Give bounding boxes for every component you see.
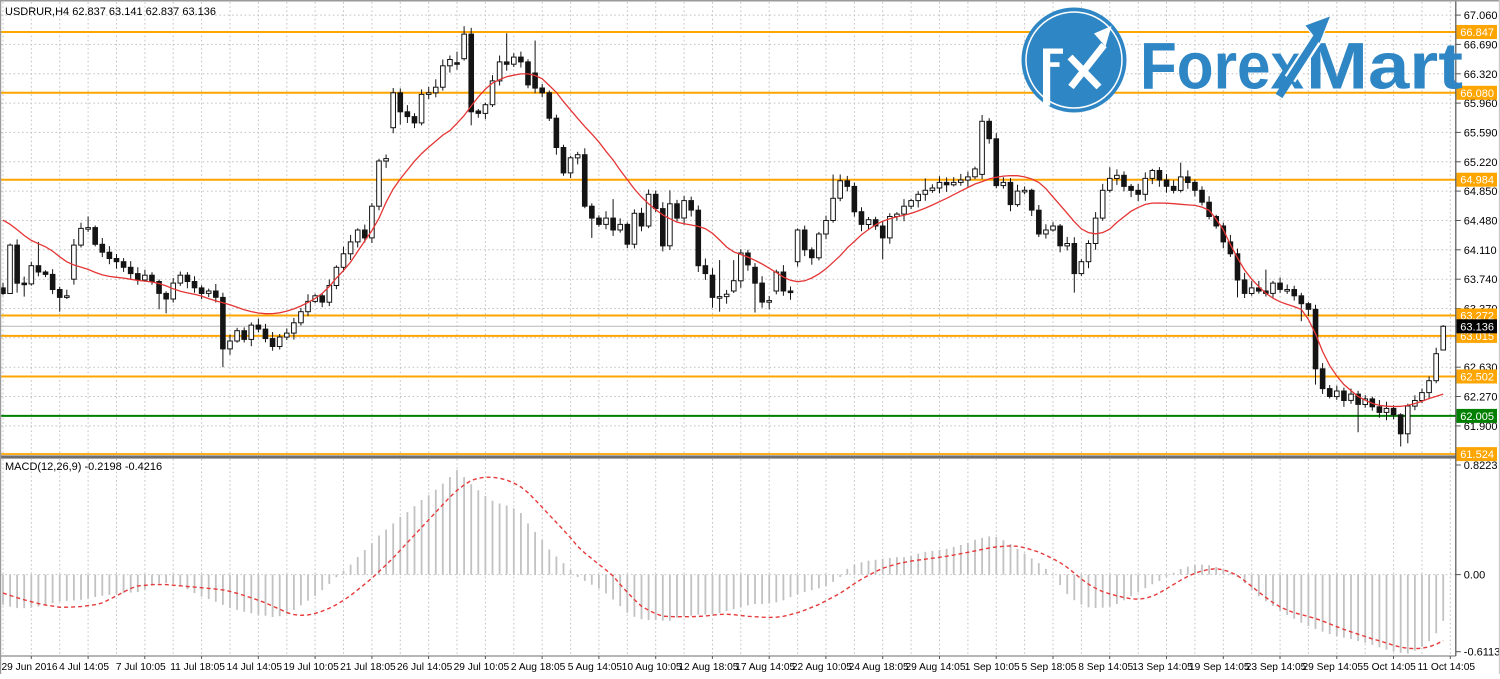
svg-text:13 Sep 14:05: 13 Sep 14:05	[1132, 662, 1193, 673]
svg-text:67.060: 67.060	[1464, 10, 1498, 22]
svg-text:66.847: 66.847	[1460, 27, 1494, 39]
svg-text:8 Sep 14:05: 8 Sep 14:05	[1078, 662, 1133, 673]
svg-text:26 Jul 14:05: 26 Jul 14:05	[397, 662, 453, 673]
svg-text:-0.6113: -0.6113	[1464, 647, 1500, 659]
svg-text:11 Jul 18:05: 11 Jul 18:05	[170, 662, 225, 673]
svg-text:5 Oct 14:05: 5 Oct 14:05	[1363, 662, 1416, 673]
svg-text:21 Jul 18:05: 21 Jul 18:05	[340, 662, 396, 673]
svg-text:29 Jun 2016: 29 Jun 2016	[2, 662, 58, 673]
svg-text:17 Aug 14:05: 17 Aug 14:05	[735, 662, 795, 673]
svg-text:61.524: 61.524	[1460, 449, 1494, 461]
svg-text:5 Aug 14:05: 5 Aug 14:05	[568, 662, 623, 673]
svg-text:62.502: 62.502	[1460, 372, 1494, 384]
svg-text:USDRUR,H4 62.837 63.141 62.83: USDRUR,H4 62.837 63.141 62.837 63.136	[5, 6, 216, 18]
svg-text:64.850: 64.850	[1464, 186, 1498, 198]
svg-text:29 Jul 10:05: 29 Jul 10:05	[454, 662, 510, 673]
svg-text:62.005: 62.005	[1460, 411, 1494, 423]
svg-text:65.960: 65.960	[1464, 98, 1498, 110]
svg-text:22 Aug 10:05: 22 Aug 10:05	[792, 662, 852, 673]
svg-text:66.320: 66.320	[1464, 69, 1498, 81]
svg-text:1 Sep 10:05: 1 Sep 10:05	[965, 662, 1020, 673]
svg-text:61.900: 61.900	[1464, 421, 1498, 433]
svg-text:63.136: 63.136	[1460, 321, 1494, 333]
svg-text:19 Jul 10:05: 19 Jul 10:05	[283, 662, 339, 673]
svg-text:10 Aug 10:05: 10 Aug 10:05	[622, 662, 682, 673]
svg-text:64.984: 64.984	[1460, 175, 1494, 187]
svg-text:29 Sep 14:05: 29 Sep 14:05	[1302, 662, 1363, 673]
svg-text:MACD(12,26,9) -0.2198 -0.4216: MACD(12,26,9) -0.2198 -0.4216	[5, 461, 162, 473]
svg-text:62.270: 62.270	[1464, 392, 1498, 404]
svg-text:23 Sep 14:05: 23 Sep 14:05	[1246, 662, 1307, 673]
svg-text:65.590: 65.590	[1464, 127, 1498, 139]
svg-text:29 Aug 14:05: 29 Aug 14:05	[905, 662, 965, 673]
svg-text:19 Sep 14:05: 19 Sep 14:05	[1189, 662, 1250, 673]
svg-text:24 Aug 18:05: 24 Aug 18:05	[849, 662, 909, 673]
svg-text:66.690: 66.690	[1464, 39, 1498, 51]
svg-text:64.110: 64.110	[1464, 245, 1497, 257]
svg-text:63.015: 63.015	[1460, 331, 1494, 343]
svg-text:14 Jul 14:05: 14 Jul 14:05	[227, 662, 283, 673]
svg-text:12 Aug 18:05: 12 Aug 18:05	[678, 662, 738, 673]
svg-text:66.080: 66.080	[1460, 88, 1494, 100]
svg-text:0.00: 0.00	[1464, 570, 1485, 582]
svg-text:64.480: 64.480	[1464, 216, 1498, 228]
svg-text:5 Sep 18:05: 5 Sep 18:05	[1022, 662, 1077, 673]
svg-text:7 Jul 10:05: 7 Jul 10:05	[116, 662, 166, 673]
svg-text:65.220: 65.220	[1464, 157, 1498, 169]
svg-text:2 Aug 18:05: 2 Aug 18:05	[511, 662, 566, 673]
svg-text:0.8223: 0.8223	[1464, 460, 1498, 472]
svg-text:11 Oct 14:05: 11 Oct 14:05	[1418, 662, 1476, 673]
svg-text:Mart: Mart	[1306, 29, 1463, 103]
svg-text:63.740: 63.740	[1464, 274, 1498, 286]
svg-text:4 Jul 14:05: 4 Jul 14:05	[59, 662, 109, 673]
svg-text:Forex: Forex	[1140, 29, 1304, 103]
